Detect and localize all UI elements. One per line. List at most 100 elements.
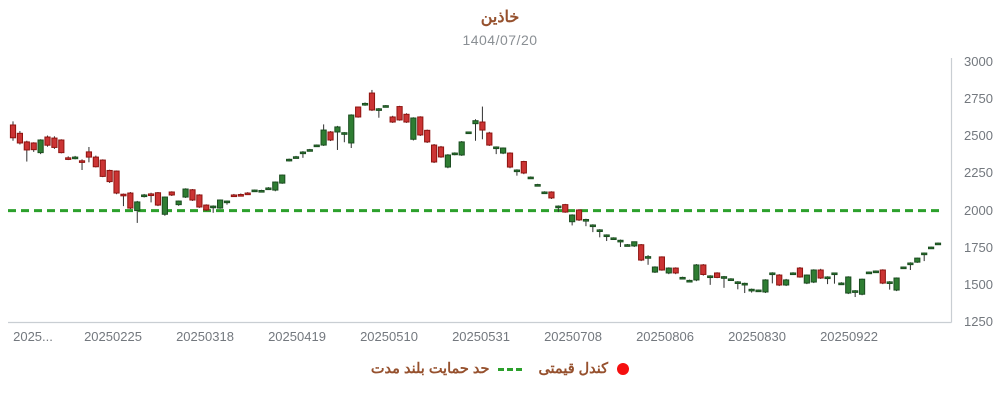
- candle: [430, 144, 438, 163]
- candle: [900, 266, 907, 270]
- candle: [244, 192, 251, 196]
- candle: [748, 288, 755, 292]
- candle: [51, 137, 58, 148]
- candle: [216, 199, 224, 209]
- candle: [872, 270, 879, 274]
- legend-item-candle: کندل قیمتی: [538, 361, 630, 377]
- candle: [147, 193, 155, 197]
- candle: [203, 204, 210, 211]
- candle: [286, 158, 293, 162]
- candle: [368, 92, 376, 111]
- x-axis-label: 20250531: [452, 329, 510, 344]
- candle: [175, 200, 182, 206]
- candle: [500, 147, 507, 154]
- candle: [686, 279, 693, 283]
- y-axis-label: 3000: [964, 54, 993, 69]
- x-axis-label: 2025...: [13, 329, 53, 344]
- candle-marker-dot: [617, 363, 630, 375]
- candle: [251, 189, 258, 193]
- candle: [789, 272, 797, 276]
- legend-item-support: حد حمایت بلند مدت: [371, 361, 523, 377]
- candle: [776, 274, 783, 286]
- candle: [824, 276, 831, 280]
- candle: [624, 244, 631, 247]
- candle: [65, 157, 72, 160]
- candle: [417, 116, 424, 136]
- candle: [852, 290, 859, 293]
- candle: [30, 142, 37, 151]
- candle: [237, 194, 244, 197]
- candle: [762, 279, 769, 293]
- candle: [306, 149, 313, 152]
- candle: [665, 267, 672, 274]
- candle: [78, 160, 86, 163]
- candle: [292, 156, 300, 159]
- legend: حد حمایت بلند مدت کندل قیمتی: [0, 361, 1000, 377]
- candle: [679, 276, 686, 280]
- candle: [651, 266, 659, 273]
- candle: [348, 114, 355, 144]
- candle: [707, 275, 714, 279]
- candle: [810, 269, 817, 283]
- candle: [796, 267, 804, 278]
- candle: [389, 116, 396, 123]
- candle: [58, 139, 65, 154]
- candle: [506, 152, 514, 168]
- candle: [886, 281, 893, 284]
- x-axis-label: 20250922: [820, 329, 878, 344]
- candle: [189, 189, 196, 201]
- legend-candle-label: کندل قیمتی: [538, 361, 609, 377]
- candle: [865, 271, 873, 275]
- candle: [334, 126, 341, 133]
- candle: [92, 156, 99, 168]
- candle: [451, 152, 458, 156]
- candle: [548, 191, 555, 199]
- candle: [513, 169, 521, 173]
- candle: [37, 139, 44, 154]
- candle: [375, 108, 382, 111]
- candle: [914, 257, 921, 263]
- candle: [16, 132, 23, 144]
- candle: [230, 194, 238, 198]
- candle: [582, 218, 590, 222]
- candle: [161, 196, 168, 215]
- candle: [741, 282, 748, 286]
- y-axis-label: 1500: [964, 276, 993, 292]
- candle: [879, 269, 886, 284]
- candle: [341, 132, 348, 135]
- x-axis-label: 20250806: [636, 329, 694, 344]
- y-axis-label: 2500: [964, 128, 993, 144]
- candle: [44, 136, 51, 146]
- candle: [769, 272, 776, 276]
- candle: [714, 272, 721, 278]
- candle: [858, 278, 866, 295]
- y-axis-label: 1250: [964, 314, 993, 329]
- candle: [403, 113, 410, 123]
- y-axis-label: 1750: [964, 239, 993, 255]
- x-axis-label: 20250419: [268, 329, 326, 344]
- x-axis-label: 20250318: [176, 329, 234, 344]
- y-axis-label: 2250: [964, 165, 993, 181]
- candle: [355, 106, 362, 118]
- candle: [700, 264, 707, 275]
- candle: [527, 176, 534, 180]
- candle: [465, 131, 472, 135]
- candle: [99, 159, 106, 177]
- legend-support-label: حد حمایت بلند مدت: [370, 361, 490, 377]
- candle: [134, 201, 141, 212]
- candle: [644, 256, 652, 259]
- candle: [631, 241, 638, 247]
- candle: [658, 256, 665, 271]
- candle: [424, 129, 431, 143]
- candle: [9, 124, 17, 139]
- candle: [555, 205, 562, 209]
- candle: [803, 274, 810, 284]
- candle: [575, 209, 583, 221]
- candle: [610, 237, 617, 241]
- candle: [541, 191, 548, 195]
- candle: [458, 141, 465, 156]
- candle: [928, 246, 935, 250]
- support-line-marker: [498, 367, 523, 371]
